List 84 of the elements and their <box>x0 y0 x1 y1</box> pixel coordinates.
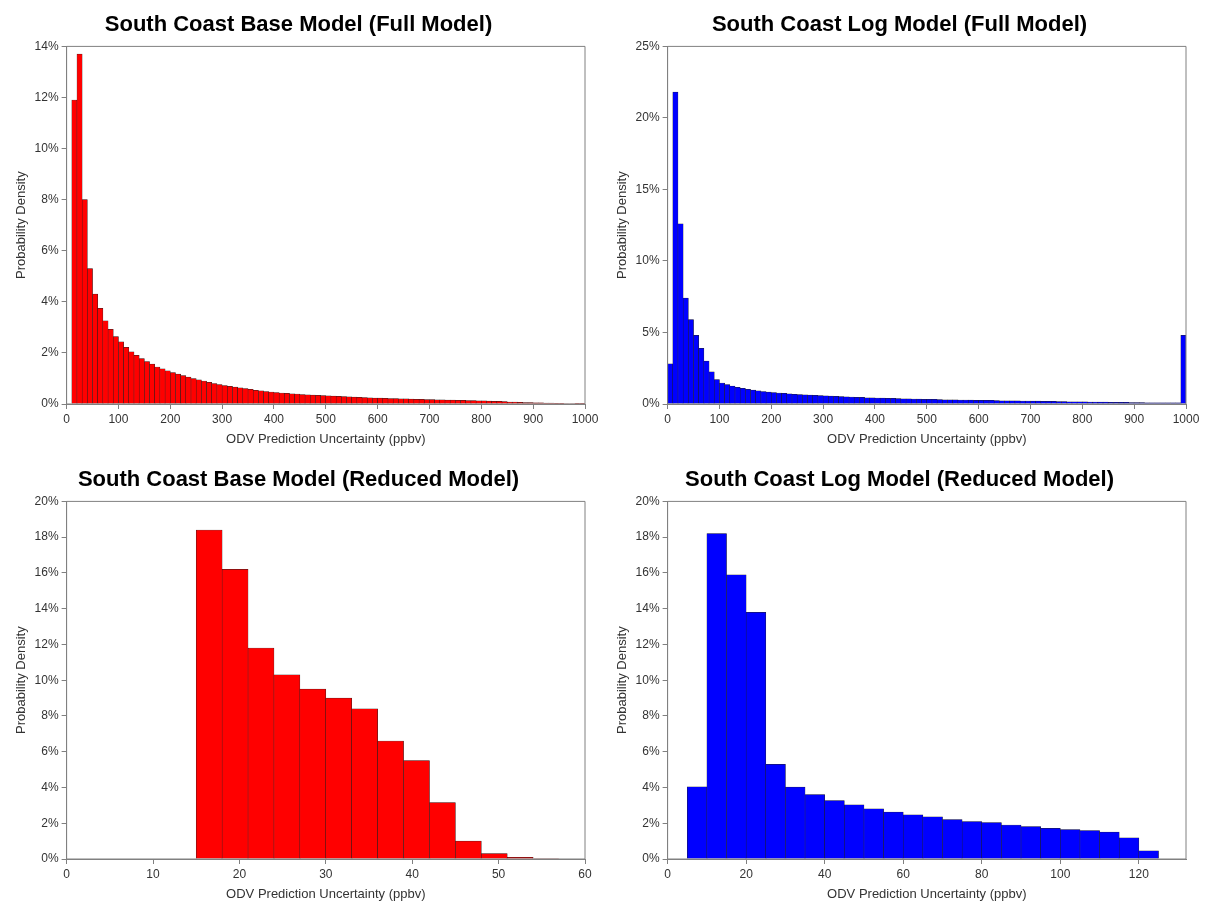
y-tick-label: 20% <box>34 493 59 508</box>
y-tick-label: 18% <box>635 529 660 544</box>
x-tick-label: 50 <box>491 866 506 881</box>
x-tick-label: 1000 <box>1172 411 1200 426</box>
y-tick-label: 12% <box>34 89 59 104</box>
x-tick-label: 0 <box>664 411 672 426</box>
chart-title: South Coast Log Model (Full Model) <box>711 11 1088 37</box>
y-axis-title: Probability Density <box>614 625 630 735</box>
x-axis-title: ODV Prediction Uncertainty (ppbv) <box>226 430 426 446</box>
y-tick-label: 10% <box>34 672 59 687</box>
x-tick-label: 800 <box>471 411 492 426</box>
x-axis-title: ODV Prediction Uncertainty (ppbv) <box>226 885 426 901</box>
y-tick-label: 12% <box>34 636 59 651</box>
chart-title: South Coast Base Model (Reduced Model) <box>77 466 520 492</box>
x-tick-label: 900 <box>1124 411 1145 426</box>
y-tick-label: 10% <box>635 253 660 268</box>
y-tick-label: 25% <box>635 38 660 53</box>
x-tick-label: 60 <box>578 866 592 881</box>
y-tick-label: 20% <box>635 493 660 508</box>
x-tick-label: 400 <box>864 411 886 426</box>
y-tick-label: 15% <box>635 181 660 196</box>
y-tick-label: 6% <box>41 243 59 258</box>
x-tick-label: 400 <box>263 411 285 426</box>
x-tick-label: 20 <box>232 866 247 881</box>
x-tick-label: 600 <box>968 411 989 426</box>
x-tick-label: 900 <box>523 411 544 426</box>
y-tick-label: 16% <box>635 565 660 580</box>
x-tick-label: 20 <box>739 866 754 881</box>
x-tick-label: 200 <box>761 411 782 426</box>
x-tick-label: 800 <box>1072 411 1093 426</box>
y-tick-label: 14% <box>34 600 59 615</box>
y-tick-label: 4% <box>41 294 59 309</box>
x-tick-label: 100 <box>1050 866 1071 881</box>
y-tick-label: 0% <box>642 396 660 411</box>
y-tick-label: 2% <box>41 815 59 830</box>
x-tick-label: 1000 <box>571 411 599 426</box>
x-tick-label: 100 <box>108 411 129 426</box>
y-tick-label: 8% <box>642 708 660 723</box>
x-tick-label: 300 <box>813 411 834 426</box>
x-tick-label: 700 <box>419 411 440 426</box>
x-tick-label: 500 <box>315 411 337 426</box>
y-tick-label: 6% <box>41 744 59 759</box>
y-axis-title: Probability Density <box>614 170 630 280</box>
x-tick-label: 40 <box>818 866 832 881</box>
x-tick-label: 40 <box>405 866 420 881</box>
y-tick-label: 14% <box>635 600 660 615</box>
y-tick-label: 4% <box>642 779 660 794</box>
y-tick-label: 10% <box>34 140 59 155</box>
y-tick-label: 0% <box>642 851 660 866</box>
x-tick-label: 600 <box>367 411 388 426</box>
y-tick-label: 8% <box>41 191 59 206</box>
y-tick-label: 0% <box>41 396 59 411</box>
x-tick-label: 30 <box>319 866 333 881</box>
y-tick-label: 16% <box>34 565 59 580</box>
x-axis-title: ODV Prediction Uncertainty (ppbv) <box>827 430 1027 446</box>
x-tick-label: 120 <box>1128 866 1150 881</box>
x-tick-label: 100 <box>709 411 730 426</box>
y-tick-label: 14% <box>34 38 59 53</box>
x-tick-label: 0 <box>63 866 71 881</box>
y-tick-label: 5% <box>642 324 660 339</box>
x-axis-title: ODV Prediction Uncertainty (ppbv) <box>827 885 1027 901</box>
x-tick-label: 700 <box>1020 411 1041 426</box>
x-tick-label: 0 <box>664 866 672 881</box>
x-tick-label: 200 <box>160 411 181 426</box>
y-tick-label: 20% <box>635 110 660 125</box>
y-tick-label: 18% <box>34 529 59 544</box>
x-tick-label: 80 <box>975 866 989 881</box>
y-tick-label: 4% <box>41 779 59 794</box>
x-tick-label: 500 <box>916 411 938 426</box>
y-tick-label: 0% <box>41 851 59 866</box>
y-tick-label: 10% <box>635 672 660 687</box>
y-tick-label: 12% <box>635 636 660 651</box>
chart-title: South Coast Base Model (Full Model) <box>104 11 493 37</box>
x-tick-label: 10 <box>146 866 161 881</box>
y-tick-label: 8% <box>41 708 59 723</box>
y-tick-label: 6% <box>642 744 660 759</box>
chart-title: South Coast Log Model (Reduced Model) <box>685 466 1114 492</box>
y-axis-title: Probability Density <box>13 625 29 735</box>
y-tick-label: 2% <box>41 345 59 360</box>
x-tick-label: 0 <box>63 411 71 426</box>
x-tick-label: 300 <box>212 411 233 426</box>
x-tick-label: 60 <box>896 866 911 881</box>
y-tick-label: 2% <box>642 815 660 830</box>
y-axis-title: Probability Density <box>13 170 29 280</box>
